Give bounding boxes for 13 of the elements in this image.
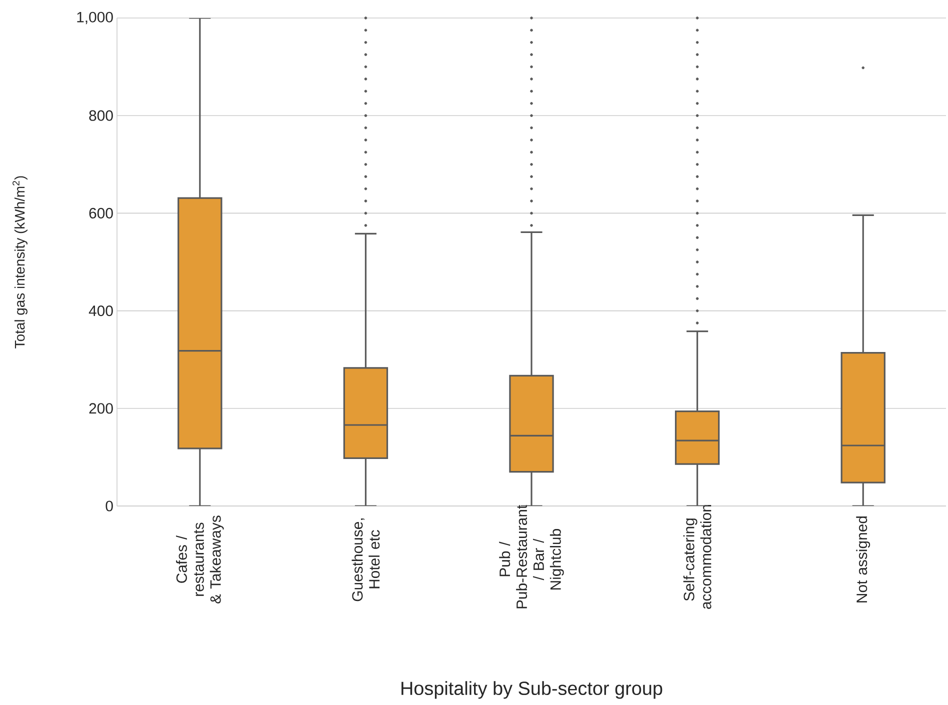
y-tick-label: 0 <box>106 500 113 512</box>
x-tick-label: Pub / Pub-Restaurant / Bar / Nightclub <box>499 504 564 608</box>
x-tick-label: Guesthouse, Hotel etc <box>352 518 380 602</box>
y-tick-label: 600 <box>89 208 113 218</box>
x-tick-label: Self-catering accommodation <box>683 505 712 609</box>
x-tick-label: Not assigned <box>856 516 870 602</box>
x-tick-label: Cafes / restaurants & Takeaways <box>176 516 224 604</box>
x-axis-title: Hospitality by Sub-sector group <box>402 681 662 699</box>
y-axis-title: Total gas intensity (kWh/m$^{2}$) <box>12 176 28 348</box>
y-tick-label: 200 <box>89 403 113 414</box>
y-tick-label: 800 <box>89 110 113 121</box>
y-tick-label: 400 <box>88 306 113 316</box>
y-tick-label: 1,000 <box>77 12 113 24</box>
